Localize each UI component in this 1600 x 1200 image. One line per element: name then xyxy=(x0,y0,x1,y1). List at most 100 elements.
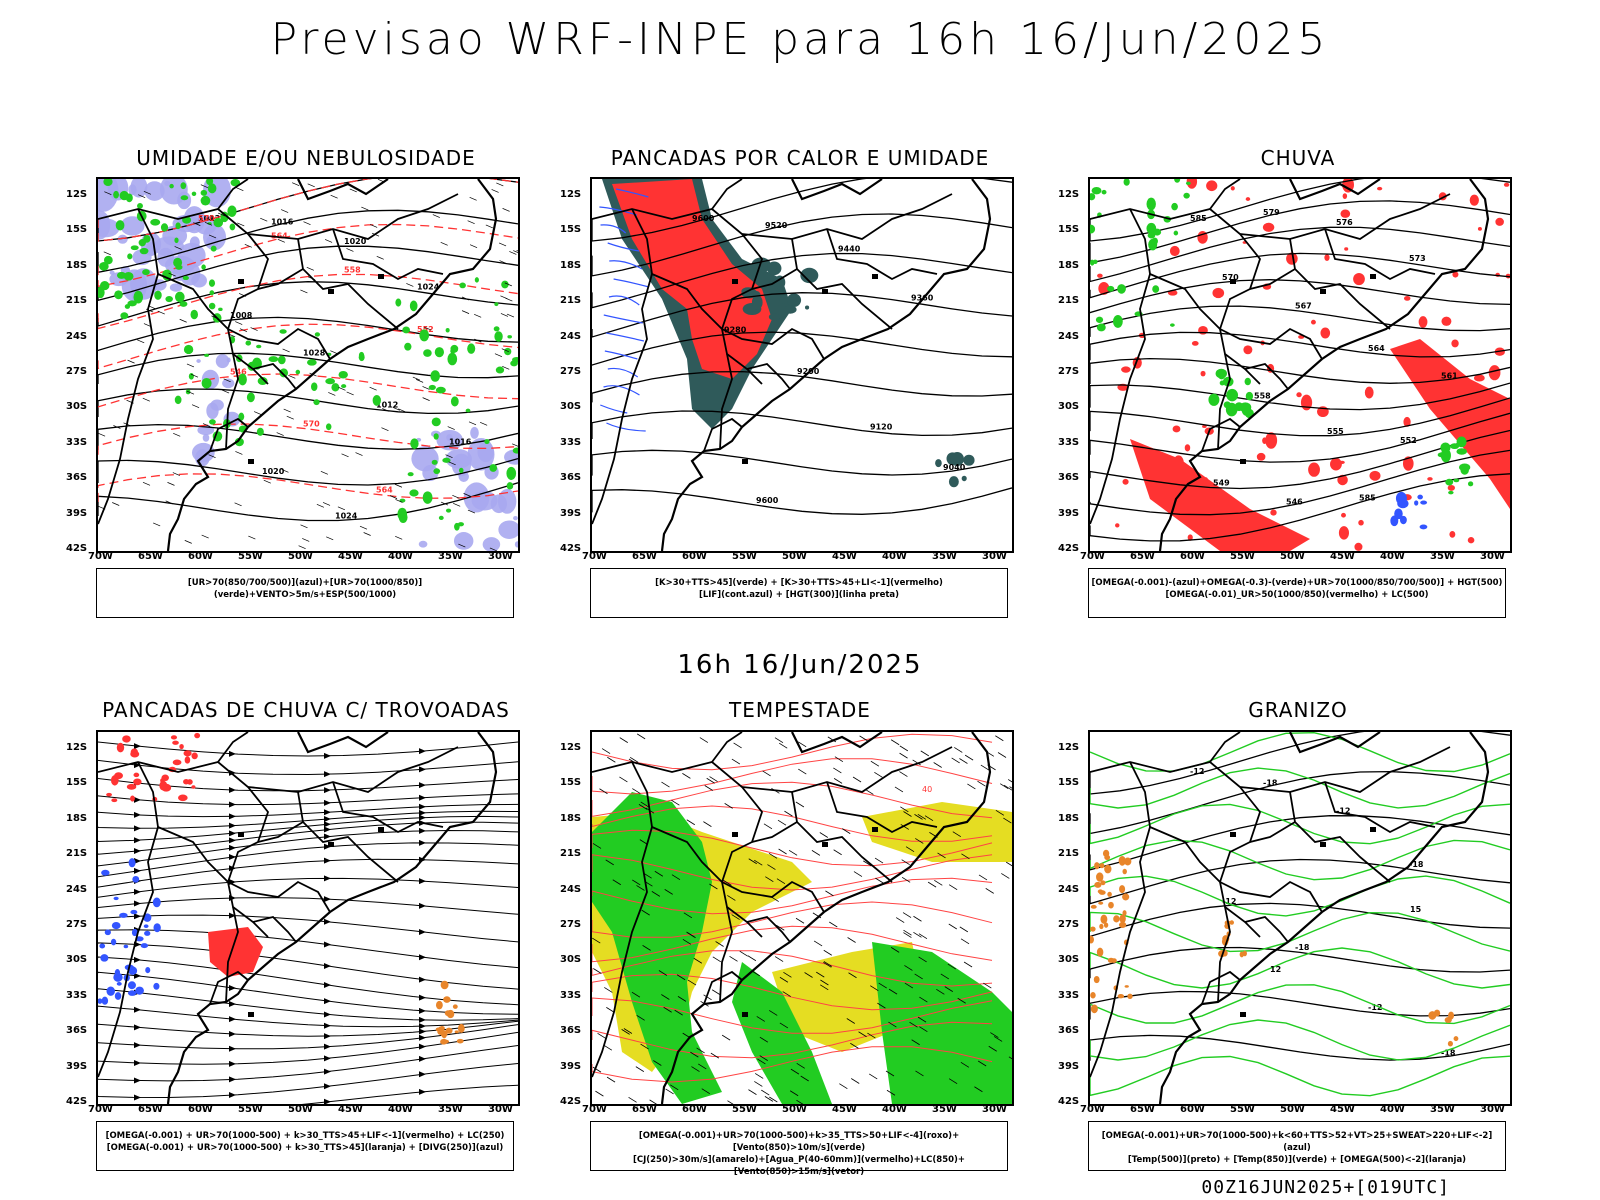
wind-vector xyxy=(767,864,776,870)
streamline-arrow xyxy=(324,998,331,1005)
wind-vector xyxy=(346,391,354,396)
field-blob xyxy=(1122,868,1127,875)
field-blob xyxy=(465,408,471,413)
field-blob xyxy=(779,295,788,304)
country-border xyxy=(711,732,743,763)
wind-vector xyxy=(709,883,718,890)
lat-tick-label: 21S xyxy=(1058,295,1080,307)
lat-tick-label: 27S xyxy=(1058,919,1080,930)
field-blob xyxy=(431,459,438,465)
field-blob xyxy=(1243,345,1253,355)
field-blob xyxy=(800,267,819,284)
contour-label: 558 xyxy=(344,265,361,274)
field-blob xyxy=(99,943,106,949)
lif-contour xyxy=(599,206,638,216)
field-blob xyxy=(435,1000,443,1010)
lc850-streamline xyxy=(592,997,993,1034)
wind-vector xyxy=(398,408,406,413)
field-blob xyxy=(1123,179,1130,186)
country-border xyxy=(252,363,297,390)
field-blob xyxy=(1113,915,1120,923)
country-border xyxy=(209,970,249,1005)
field-blob xyxy=(306,359,317,366)
wind-vector xyxy=(316,503,324,508)
lif-contour xyxy=(615,188,649,198)
field-blob xyxy=(501,280,509,289)
lc850-streamline xyxy=(592,805,993,842)
wind-vector xyxy=(903,929,912,936)
field-blob xyxy=(186,779,193,785)
contour-line xyxy=(98,223,518,288)
country-border xyxy=(741,746,953,793)
wind-vector xyxy=(592,937,601,944)
wind-vector xyxy=(638,804,648,810)
wind-vector xyxy=(868,1073,878,1080)
field-blob xyxy=(457,1023,465,1033)
country-border xyxy=(826,228,938,281)
lon-tick-label: 65W xyxy=(632,551,657,562)
lat-tick-label: 30S xyxy=(66,954,88,966)
wind-vector xyxy=(947,963,957,970)
lon-tick-label: 45W xyxy=(832,1104,857,1115)
lake-marker xyxy=(1240,1012,1246,1017)
country-border xyxy=(1149,273,1221,330)
field-blob xyxy=(246,392,255,403)
field-blob xyxy=(428,384,436,391)
field-blob xyxy=(1503,182,1510,187)
contour-label: 9600 xyxy=(756,496,779,505)
field-blob xyxy=(437,1029,445,1035)
lake-marker xyxy=(1370,827,1376,832)
wind-vector xyxy=(512,443,518,447)
contour-line xyxy=(592,410,1012,439)
wind-vector xyxy=(974,1086,983,1093)
streamline-arrow xyxy=(419,976,426,983)
field-blob xyxy=(407,472,414,477)
field-blob xyxy=(804,305,810,310)
wind-vector xyxy=(904,982,914,989)
country-border xyxy=(217,732,249,763)
wind-vector xyxy=(704,785,713,791)
lon-tick-label: 45W xyxy=(1330,1104,1355,1115)
contour-label: 9040 xyxy=(943,463,966,472)
field-blob xyxy=(1104,864,1112,874)
field-blob xyxy=(961,475,967,482)
wind-vector xyxy=(924,815,934,822)
field-blob xyxy=(506,466,517,480)
contour-line xyxy=(98,179,518,242)
lat-tick-label: 15S xyxy=(1058,224,1080,236)
lon-tick-label: 30W xyxy=(982,1104,1007,1115)
field-blob xyxy=(1090,926,1096,932)
wind-vector xyxy=(867,1032,876,1039)
field-blob xyxy=(123,272,134,281)
field-blob xyxy=(446,433,453,442)
field-blob xyxy=(182,275,189,281)
wind-vector xyxy=(636,733,646,740)
field-blob xyxy=(123,944,129,949)
lon-tick-label: 70W xyxy=(1080,551,1105,562)
field-blob xyxy=(133,290,144,304)
wind-vector xyxy=(592,1066,602,1073)
wind-vector xyxy=(619,737,628,743)
field-blob xyxy=(1096,323,1106,332)
contour-line xyxy=(1090,902,1510,938)
field-blob xyxy=(1090,224,1096,234)
streamline-arrow xyxy=(324,843,331,850)
contour-line xyxy=(1090,946,1510,979)
streamline-arrow xyxy=(229,830,236,837)
wind-vector xyxy=(899,752,908,759)
field-blob xyxy=(137,203,143,209)
wind-vector xyxy=(811,850,821,856)
streamline-arrow xyxy=(324,918,331,925)
lake-marker xyxy=(1240,459,1246,464)
wind-vector xyxy=(629,756,639,763)
country-border xyxy=(721,327,825,360)
wind-vector xyxy=(829,921,838,928)
field-blob xyxy=(1096,947,1104,957)
wind-vector xyxy=(920,750,929,757)
wind-vector xyxy=(710,1052,720,1059)
lif-contour xyxy=(600,404,628,414)
wind-vector xyxy=(346,248,354,252)
streamline-arrow xyxy=(324,826,331,833)
wind-vector xyxy=(204,221,213,226)
field-blob xyxy=(114,969,121,977)
